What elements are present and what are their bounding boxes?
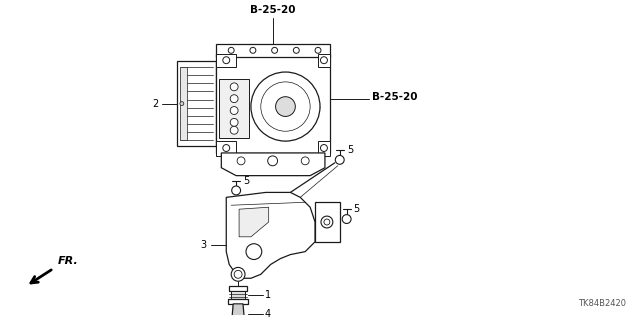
Circle shape (321, 57, 328, 64)
Circle shape (324, 219, 330, 225)
Text: 2: 2 (152, 99, 158, 108)
Circle shape (260, 82, 310, 131)
Polygon shape (216, 44, 330, 57)
Polygon shape (216, 54, 330, 153)
Circle shape (230, 95, 238, 103)
Circle shape (237, 157, 245, 165)
Text: 3: 3 (200, 240, 207, 250)
Circle shape (321, 145, 328, 152)
Polygon shape (315, 202, 340, 242)
Circle shape (342, 215, 351, 224)
Circle shape (228, 47, 234, 53)
Circle shape (293, 47, 300, 53)
Text: 5: 5 (348, 145, 354, 155)
Polygon shape (229, 286, 247, 291)
Circle shape (230, 83, 238, 91)
Circle shape (230, 107, 238, 115)
Circle shape (251, 72, 320, 141)
Polygon shape (216, 54, 236, 67)
Circle shape (271, 47, 278, 53)
Text: 1: 1 (265, 290, 271, 300)
Polygon shape (221, 153, 325, 176)
Polygon shape (180, 67, 187, 140)
Circle shape (230, 118, 238, 126)
Polygon shape (227, 316, 249, 319)
Text: 4: 4 (265, 309, 271, 319)
Polygon shape (318, 141, 330, 156)
Circle shape (321, 216, 333, 228)
Circle shape (315, 47, 321, 53)
Polygon shape (318, 54, 330, 67)
Text: 5: 5 (243, 175, 250, 186)
Circle shape (223, 57, 230, 64)
Text: B-25-20: B-25-20 (372, 92, 418, 102)
Polygon shape (220, 79, 249, 138)
Circle shape (246, 244, 262, 260)
Polygon shape (231, 291, 245, 299)
Circle shape (276, 97, 295, 116)
Polygon shape (216, 141, 236, 156)
Circle shape (230, 126, 238, 134)
Polygon shape (239, 207, 269, 237)
Text: TK84B2420: TK84B2420 (578, 299, 626, 308)
Circle shape (268, 156, 278, 166)
Circle shape (301, 157, 309, 165)
Polygon shape (228, 299, 248, 304)
Circle shape (223, 145, 230, 152)
Circle shape (231, 267, 245, 281)
Circle shape (250, 47, 256, 53)
Text: B-25-20: B-25-20 (250, 5, 296, 15)
Text: FR.: FR. (58, 256, 78, 266)
Circle shape (180, 102, 184, 106)
Polygon shape (177, 61, 216, 146)
Circle shape (232, 186, 241, 195)
Circle shape (335, 155, 344, 164)
Polygon shape (232, 304, 244, 316)
Polygon shape (227, 192, 315, 278)
Text: 5: 5 (353, 204, 360, 214)
Circle shape (234, 271, 242, 278)
